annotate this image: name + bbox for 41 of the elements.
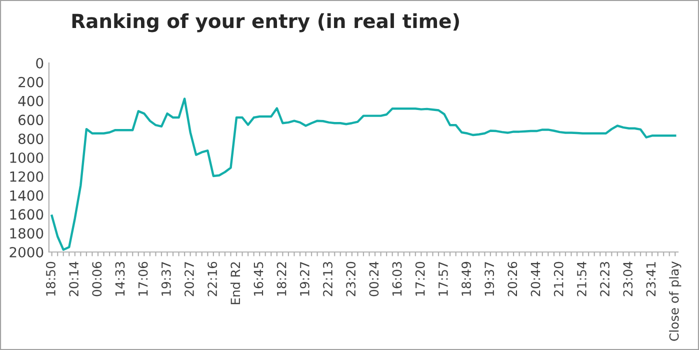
- x-tick-label: 18:22: [276, 262, 286, 296]
- x-tick-label: 22:13: [323, 262, 332, 296]
- x-tick-label: 19:27: [300, 262, 310, 296]
- x-tick-label: 16:45: [254, 262, 264, 296]
- x-tick-label: 17:20: [415, 262, 425, 296]
- x-tick-label: 19:37: [484, 262, 494, 296]
- x-tick-label: 22:23: [600, 262, 610, 296]
- y-tick-label: 800: [18, 134, 44, 144]
- x-tick-label: 00:06: [92, 262, 102, 296]
- x-tick-label: 18:50: [46, 262, 56, 296]
- y-tick-label: 1200: [10, 171, 44, 182]
- x-tick-label: 20:26: [508, 262, 518, 296]
- y-tick-label: 1600: [10, 209, 44, 220]
- y-tick-label: 1800: [10, 228, 44, 239]
- y-tick-label: 400: [18, 96, 44, 106]
- x-tick-label: 23:20: [346, 262, 356, 296]
- x-tick-label: 20:27: [184, 262, 194, 296]
- x-tick-label: 00:24: [369, 262, 379, 296]
- x-tick-label: 23:04: [623, 262, 633, 296]
- x-tick-label: 20:44: [530, 262, 540, 296]
- x-tick-label: 18:49: [462, 262, 471, 296]
- x-tick-label: 21:20: [554, 262, 564, 296]
- y-tick-label: 1400: [10, 190, 44, 201]
- y-tick-label: 200: [18, 76, 44, 88]
- x-tick-label: 22:16: [208, 262, 218, 296]
- y-tick-label: 0: [36, 58, 44, 68]
- x-tick-label: 16:03: [392, 262, 402, 296]
- x-tick-label: 21:54: [576, 262, 586, 296]
- x-tick-label: 23:41: [646, 262, 656, 296]
- x-tick-label: 19:37: [161, 262, 171, 296]
- x-tick-label: 14:33: [115, 262, 125, 296]
- line-series: [50, 98, 676, 251]
- x-tick-label: 20:14: [69, 262, 79, 296]
- y-tick-label: 600: [18, 114, 44, 126]
- chart-title: Ranking of your entry (in real time): [72, 13, 459, 32]
- x-tick-label: End R2: [230, 262, 240, 304]
- x-tick-label: 17:57: [438, 262, 448, 296]
- x-tick-label: Close of play: [669, 261, 682, 341]
- y-tick-label: 2000: [10, 246, 44, 258]
- y-tick-label: 1000: [10, 152, 44, 163]
- x-tick-label: 17:06: [138, 262, 148, 296]
